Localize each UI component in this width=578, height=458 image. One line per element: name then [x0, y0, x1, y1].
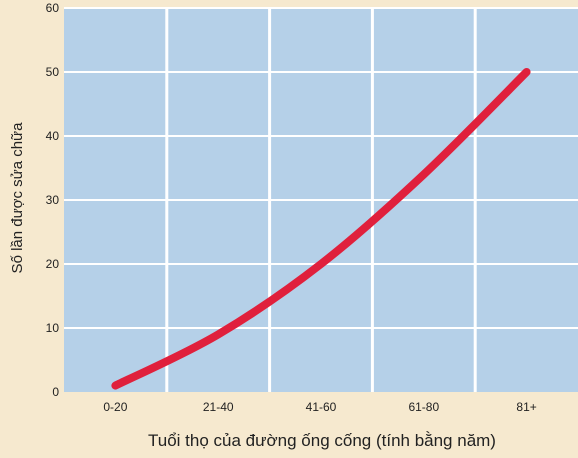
series-line — [111, 68, 531, 390]
x-tick-label-4: 81+ — [516, 400, 536, 414]
x-axis-label: Tuổi thọ của đường ống cống (tính bằng n… — [148, 431, 496, 450]
y-tick-label-3: 30 — [46, 193, 60, 207]
y-tick-labels: 0 10 20 30 40 50 60 — [46, 1, 60, 399]
x-tick-label-1: 21-40 — [203, 400, 234, 414]
y-tick-label-2: 20 — [46, 257, 60, 271]
y-axis-label: Số lần được sửa chữa — [9, 122, 26, 274]
x-tick-label-2: 41-60 — [306, 400, 337, 414]
y-tick-label-6: 60 — [46, 1, 60, 15]
y-tick-label-4: 40 — [46, 129, 60, 143]
y-tick-label-1: 10 — [46, 321, 60, 335]
x-tick-label-3: 61-80 — [408, 400, 439, 414]
x-tick-labels: 0-20 21-40 41-60 61-80 81+ — [103, 400, 536, 414]
y-tick-label-5: 50 — [46, 65, 60, 79]
x-tick-label-0: 0-20 — [103, 400, 127, 414]
y-tick-label-0: 0 — [52, 385, 59, 399]
